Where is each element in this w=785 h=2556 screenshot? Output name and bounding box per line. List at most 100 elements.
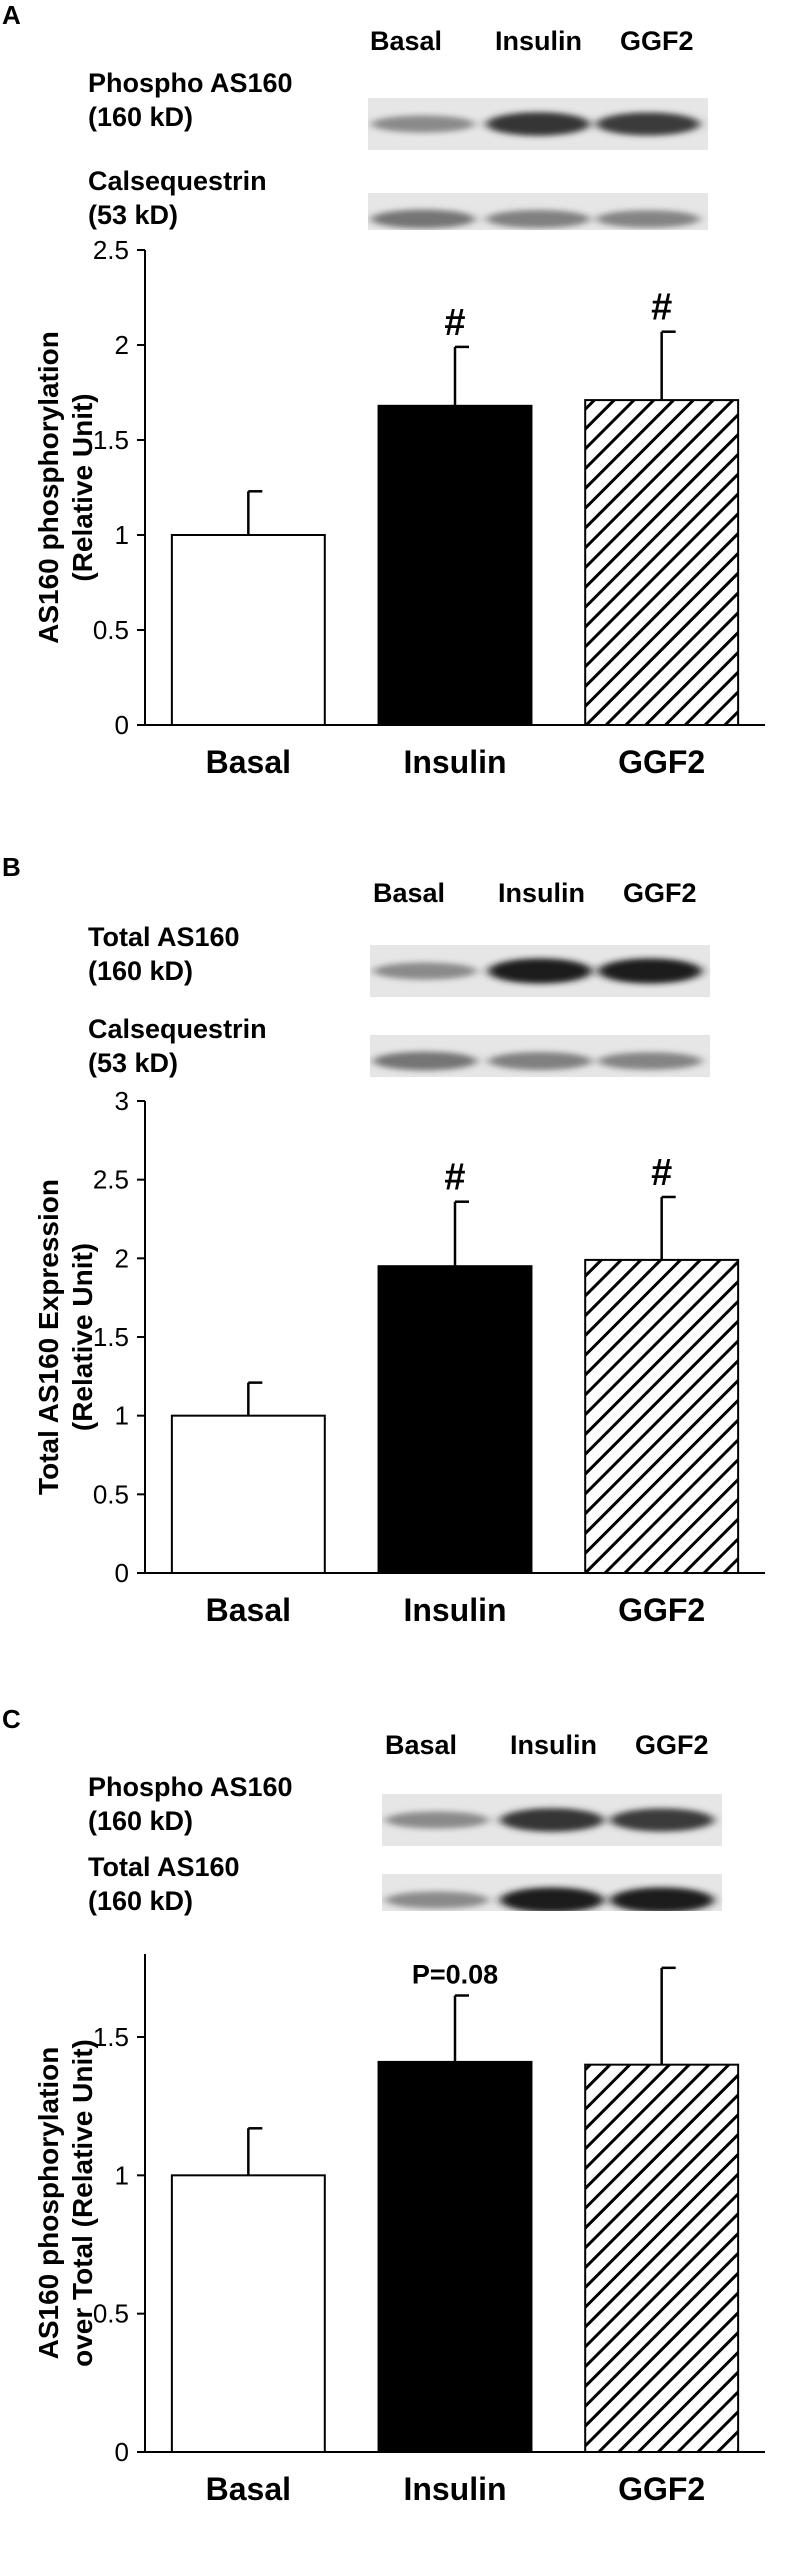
x-tick-label: Basal xyxy=(206,744,291,780)
blot-band xyxy=(486,112,590,136)
blot-protein-size: (53 kD) xyxy=(88,200,179,230)
blot-label: Phospho AS160 (160 kD) xyxy=(88,1770,293,1838)
x-tick-label: Insulin xyxy=(403,744,506,780)
blot-protein-size: (160 kD) xyxy=(88,1886,194,1916)
blot-band xyxy=(371,115,475,133)
lane-label-ggf2: GGF2 xyxy=(620,26,694,56)
blot-band xyxy=(500,1808,604,1832)
y-tick-label: 0 xyxy=(115,1558,129,1588)
western-blot-images xyxy=(382,1794,722,1911)
lane-label-insulin: Insulin xyxy=(495,26,582,56)
y-tick-label: 3 xyxy=(115,1087,129,1116)
blot-strip xyxy=(368,98,708,150)
bar-chart-phospho-over-total: 0 0.5 1 1.5 AS160 phosphorylation over Total … xyxy=(33,1954,765,2507)
blot-band xyxy=(488,958,592,984)
y-tick-label: 1.5 xyxy=(93,425,129,455)
blot-protein-size: (160 kD) xyxy=(88,102,194,132)
blot-band xyxy=(373,1051,477,1071)
y-tick-label: 2.5 xyxy=(93,1165,129,1195)
significance-annotation: # xyxy=(444,1157,465,1199)
bar-chart-phosphorylation: 0 0.5 1 1.5 2 2.5 AS160 phosphorylation (Relati… xyxy=(33,240,765,780)
x-tick-label: Insulin xyxy=(403,1592,506,1628)
y-tick-label: 1 xyxy=(115,1401,129,1431)
bar-basal xyxy=(170,2174,326,2453)
y-tick-label: 0.5 xyxy=(93,615,129,645)
y-tick-label: 2.5 xyxy=(93,240,129,265)
y-axis-label: (Relative Unit) xyxy=(67,393,98,581)
x-tick-label: Insulin xyxy=(403,2471,506,2507)
y-tick-label: 0 xyxy=(115,710,129,740)
blot-band xyxy=(371,209,475,229)
significance-annotation: # xyxy=(651,1152,672,1194)
bar-insulin xyxy=(377,1265,533,1574)
blot-protein-size: (53 kD) xyxy=(88,1048,179,1078)
panel-label: A xyxy=(2,0,21,30)
y-axis-label: Total AS160 Expression xyxy=(33,1179,64,1495)
y-axis-label: AS160 phosphorylation xyxy=(33,2047,64,2360)
blot-protein-name: Total AS160 xyxy=(88,922,240,952)
panel-label: B xyxy=(2,852,21,882)
y-tick-label: 1 xyxy=(115,520,129,550)
bar-insulin xyxy=(377,404,533,727)
significance-annotation: P=0.08 xyxy=(412,1960,498,1990)
y-tick-label: 0 xyxy=(115,2437,129,2467)
blot-band xyxy=(385,1811,489,1829)
blot-strip xyxy=(370,1035,710,1077)
blot-strip xyxy=(382,1794,722,1846)
bar-ggf2 xyxy=(584,1258,740,1574)
blot-protein-size: (160 kD) xyxy=(88,956,194,986)
blot-label: Calsequestrin (53 kD) xyxy=(88,1012,267,1080)
blot-label: Phospho AS160 (160 kD) xyxy=(88,66,293,134)
blot-protein-size: (160 kD) xyxy=(88,1806,194,1836)
y-axis-label: AS160 phosphorylation xyxy=(33,331,64,644)
x-tick-label: GGF2 xyxy=(618,2471,705,2507)
blot-band xyxy=(596,210,700,228)
blot-strip xyxy=(382,1874,722,1911)
y-tick-label: 2 xyxy=(115,330,129,360)
y-tick-label: 2 xyxy=(115,1243,129,1273)
bar-insulin xyxy=(377,2060,533,2454)
blot-band xyxy=(610,1808,714,1832)
significance-annotation: # xyxy=(651,287,672,329)
blot-band xyxy=(486,210,590,228)
blot-protein-name: Calsequestrin xyxy=(88,166,267,196)
lane-label-insulin: Insulin xyxy=(498,878,585,908)
blot-protein-name: Total AS160 xyxy=(88,1852,240,1882)
blot-protein-name: Calsequestrin xyxy=(88,1014,267,1044)
western-blot-images xyxy=(368,98,708,230)
x-tick-label: Basal xyxy=(206,1592,291,1628)
y-tick-label: 1.5 xyxy=(93,2022,129,2052)
blot-label: Total AS160 (160 kD) xyxy=(88,920,240,988)
lane-label-ggf2: GGF2 xyxy=(635,1730,709,1760)
blot-band xyxy=(610,1887,714,1911)
panel-a: A Basal Insulin GGF2 Phospho AS160 (160 … xyxy=(0,0,785,845)
blot-strip xyxy=(368,193,708,230)
blot-band xyxy=(598,958,702,984)
bar-basal xyxy=(170,1414,326,1574)
blot-band xyxy=(488,1052,592,1070)
bar-chart-total-expression: 0 0.5 1 1.5 2 2.5 3 Total AS160 Expression (Rela… xyxy=(33,1087,765,1628)
bar-ggf2 xyxy=(584,2063,740,2454)
blot-band xyxy=(385,1891,489,1909)
lane-label-basal: Basal xyxy=(370,26,443,56)
y-axis-label: over Total (Relative Unit) xyxy=(67,2039,98,2367)
lane-label-ggf2: GGF2 xyxy=(623,878,697,908)
blot-protein-name: Phospho AS160 xyxy=(88,1772,293,1802)
blot-band xyxy=(596,112,700,136)
y-tick-label: 0.5 xyxy=(93,1479,129,1509)
lane-label-insulin: Insulin xyxy=(510,1730,597,1760)
panel-c: C Basal Insulin GGF2 Phospho AS160 (160 … xyxy=(0,1704,785,2556)
x-tick-label: GGF2 xyxy=(618,1592,705,1628)
significance-annotation: # xyxy=(444,302,465,344)
blot-strip xyxy=(370,945,710,997)
blot-label: Calsequestrin (53 kD) xyxy=(88,164,267,232)
blot-band xyxy=(598,1052,702,1070)
blot-protein-name: Phospho AS160 xyxy=(88,68,293,98)
bar-basal xyxy=(170,534,326,726)
x-tick-label: GGF2 xyxy=(618,744,705,780)
lane-label-basal: Basal xyxy=(385,1730,458,1760)
lane-label-basal: Basal xyxy=(373,878,446,908)
y-axis-label: (Relative Unit) xyxy=(67,1243,98,1431)
blot-label: Total AS160 (160 kD) xyxy=(88,1850,240,1918)
x-tick-label: Basal xyxy=(206,2471,291,2507)
